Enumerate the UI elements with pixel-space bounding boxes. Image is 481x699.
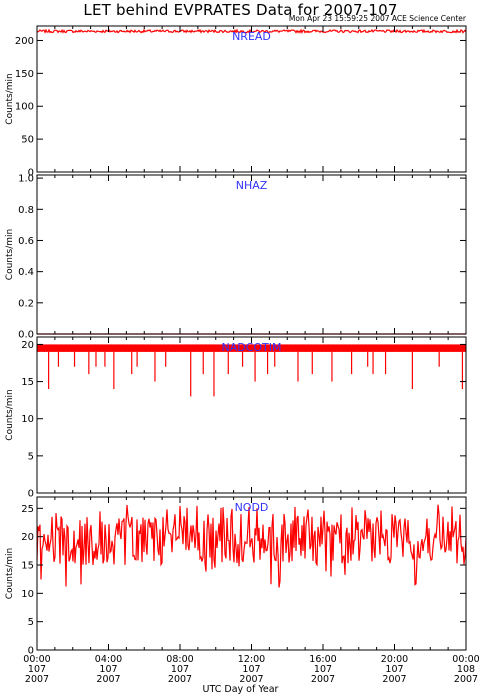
x-tick-label: 107 (171, 664, 189, 675)
x-tick-label: 2007 (96, 674, 120, 685)
x-tick-label: 107 (99, 664, 117, 675)
y-tick-label: 0 (28, 489, 34, 500)
panel-frame (36, 174, 467, 335)
y-tick-label: 0.4 (18, 267, 34, 278)
y-tick-label: 25 (21, 504, 34, 515)
series-line-nadcotim (36, 344, 467, 352)
y-tick-label: 0.2 (18, 298, 34, 309)
y-tick-label: 0 (28, 646, 34, 657)
y-axis-label: Counts/min (5, 229, 15, 280)
series-label-nhaz: NHAZ (236, 179, 268, 192)
y-tick-label: 0.6 (18, 236, 34, 247)
x-tick-label: 08:00 (166, 654, 193, 665)
panel-3: 0 5 10 15 20 Counts/min NADCOTIM (5, 336, 467, 500)
x-tick-label: 2007 (382, 674, 406, 685)
x-axis-label: UTC Day of Year (202, 684, 279, 695)
y-tick-label: 20 (21, 532, 34, 543)
x-tick-label: 2007 (239, 674, 263, 685)
chart-title: LET behind EVPRATES Data for 2007-107 (83, 1, 398, 19)
panel-frame (36, 496, 467, 651)
x-tick-label: 2007 (311, 674, 335, 685)
y-axis-label: Counts/min (5, 548, 15, 599)
series-line-nodd (36, 504, 467, 588)
y-tick-label: 0.0 (18, 330, 34, 341)
x-tick-label: 107 (385, 664, 403, 675)
y-tick-label: 150 (15, 69, 34, 80)
y-tick-label: 5 (28, 617, 34, 628)
x-tick-label: 108 (457, 664, 475, 675)
y-tick-label: 0.8 (18, 205, 34, 216)
x-tick-label: 107 (242, 664, 260, 675)
y-tick-label: 100 (15, 102, 34, 113)
panel-frame (36, 336, 467, 494)
y-tick-label: 200 (15, 36, 34, 47)
x-tick-label: 20:00 (381, 654, 408, 665)
panel-4: 0 5 10 15 20 25 Counts/min NODD (5, 496, 467, 657)
x-tick-label: 2007 (168, 674, 192, 685)
x-tick-label: 00:00 (23, 654, 50, 665)
series-label-nread: NREAD (232, 30, 271, 43)
y-tick-label: 0 (28, 168, 34, 179)
y-axis-label: Counts/min (5, 389, 15, 440)
panel-frame (36, 25, 467, 173)
x-tick-label: 00:00 (452, 654, 479, 665)
y-tick-label: 10 (21, 589, 34, 600)
x-tick-label: 2007 (454, 674, 478, 685)
y-tick-label: 10 (21, 414, 34, 425)
x-tick-label: 2007 (25, 674, 49, 685)
x-tick-label: 04:00 (95, 654, 122, 665)
series-label-nadcotim: NADCOTIM (221, 341, 281, 354)
generation-timestamp: Mon Apr 23 15:59:25 2007 ACE Science Cen… (288, 14, 466, 23)
y-axis-label: Counts/min (5, 73, 15, 124)
y-tick-label: 15 (21, 377, 34, 388)
y-tick-label: 15 (21, 561, 34, 572)
x-tick-label: 16:00 (309, 654, 336, 665)
series-label-nodd: NODD (235, 501, 269, 514)
panel-1: 0 50 100 150 200 Counts/min NREAD (5, 25, 467, 179)
x-tick-label: 107 (314, 664, 332, 675)
y-tick-label: 50 (21, 135, 34, 146)
x-tick-label: 12:00 (238, 654, 265, 665)
panel-2: 0.0 0.2 0.4 0.6 0.8 1.0 Counts/min NHAZ (5, 174, 467, 341)
y-tick-label: 5 (28, 451, 34, 462)
x-tick-label: 107 (28, 664, 46, 675)
y-tick-label: 20 (21, 340, 34, 351)
y-tick-label: 1.0 (18, 174, 34, 185)
